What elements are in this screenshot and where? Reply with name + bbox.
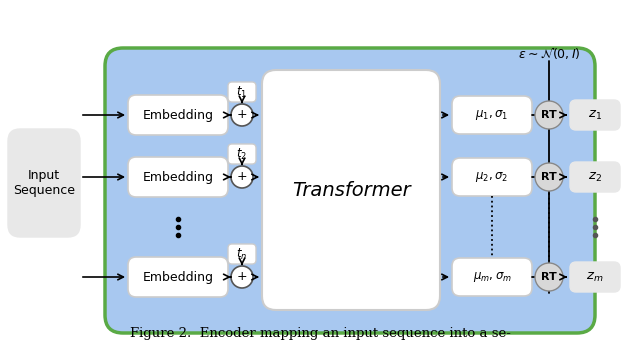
Text: $z_m$: $z_m$: [586, 270, 604, 284]
Text: RT: RT: [541, 272, 557, 282]
Text: Figure 2.  Encoder mapping an input sequence into a se-: Figure 2. Encoder mapping an input seque…: [129, 327, 511, 340]
Text: Input
Sequence: Input Sequence: [13, 169, 75, 197]
FancyBboxPatch shape: [128, 95, 228, 135]
Text: $+$: $+$: [236, 108, 248, 121]
Text: $+$: $+$: [236, 270, 248, 284]
Text: $+$: $+$: [236, 170, 248, 184]
FancyBboxPatch shape: [452, 158, 532, 196]
Text: $\mu_2, \sigma_2$: $\mu_2, \sigma_2$: [476, 170, 509, 184]
Text: $\mu_1, \sigma_1$: $\mu_1, \sigma_1$: [476, 108, 509, 122]
Text: $\mu_m, \sigma_m$: $\mu_m, \sigma_m$: [472, 270, 511, 284]
Circle shape: [231, 266, 253, 288]
Text: $t_n$: $t_n$: [236, 246, 248, 262]
Text: $t_2$: $t_2$: [236, 146, 248, 161]
FancyBboxPatch shape: [128, 157, 228, 197]
FancyBboxPatch shape: [570, 262, 620, 292]
Circle shape: [231, 104, 253, 126]
Circle shape: [535, 263, 563, 291]
FancyBboxPatch shape: [105, 48, 595, 333]
FancyBboxPatch shape: [452, 258, 532, 296]
FancyBboxPatch shape: [570, 100, 620, 130]
Text: Embedding: Embedding: [143, 270, 214, 284]
Text: $z_2$: $z_2$: [588, 170, 602, 184]
Text: $z_1$: $z_1$: [588, 108, 602, 121]
Circle shape: [231, 166, 253, 188]
Text: RT: RT: [541, 172, 557, 182]
Circle shape: [535, 163, 563, 191]
FancyBboxPatch shape: [228, 144, 256, 164]
FancyBboxPatch shape: [452, 96, 532, 134]
FancyBboxPatch shape: [8, 129, 80, 237]
Text: $t_1$: $t_1$: [236, 85, 248, 100]
Text: Embedding: Embedding: [143, 108, 214, 121]
FancyBboxPatch shape: [228, 244, 256, 264]
Circle shape: [535, 101, 563, 129]
Text: $\epsilon \sim \mathcal{N}(0,I)$: $\epsilon \sim \mathcal{N}(0,I)$: [518, 45, 580, 61]
Text: Transformer: Transformer: [292, 180, 410, 199]
Text: RT: RT: [541, 110, 557, 120]
FancyBboxPatch shape: [262, 70, 440, 310]
FancyBboxPatch shape: [128, 257, 228, 297]
FancyBboxPatch shape: [228, 82, 256, 102]
FancyBboxPatch shape: [570, 162, 620, 192]
Text: Embedding: Embedding: [143, 170, 214, 184]
